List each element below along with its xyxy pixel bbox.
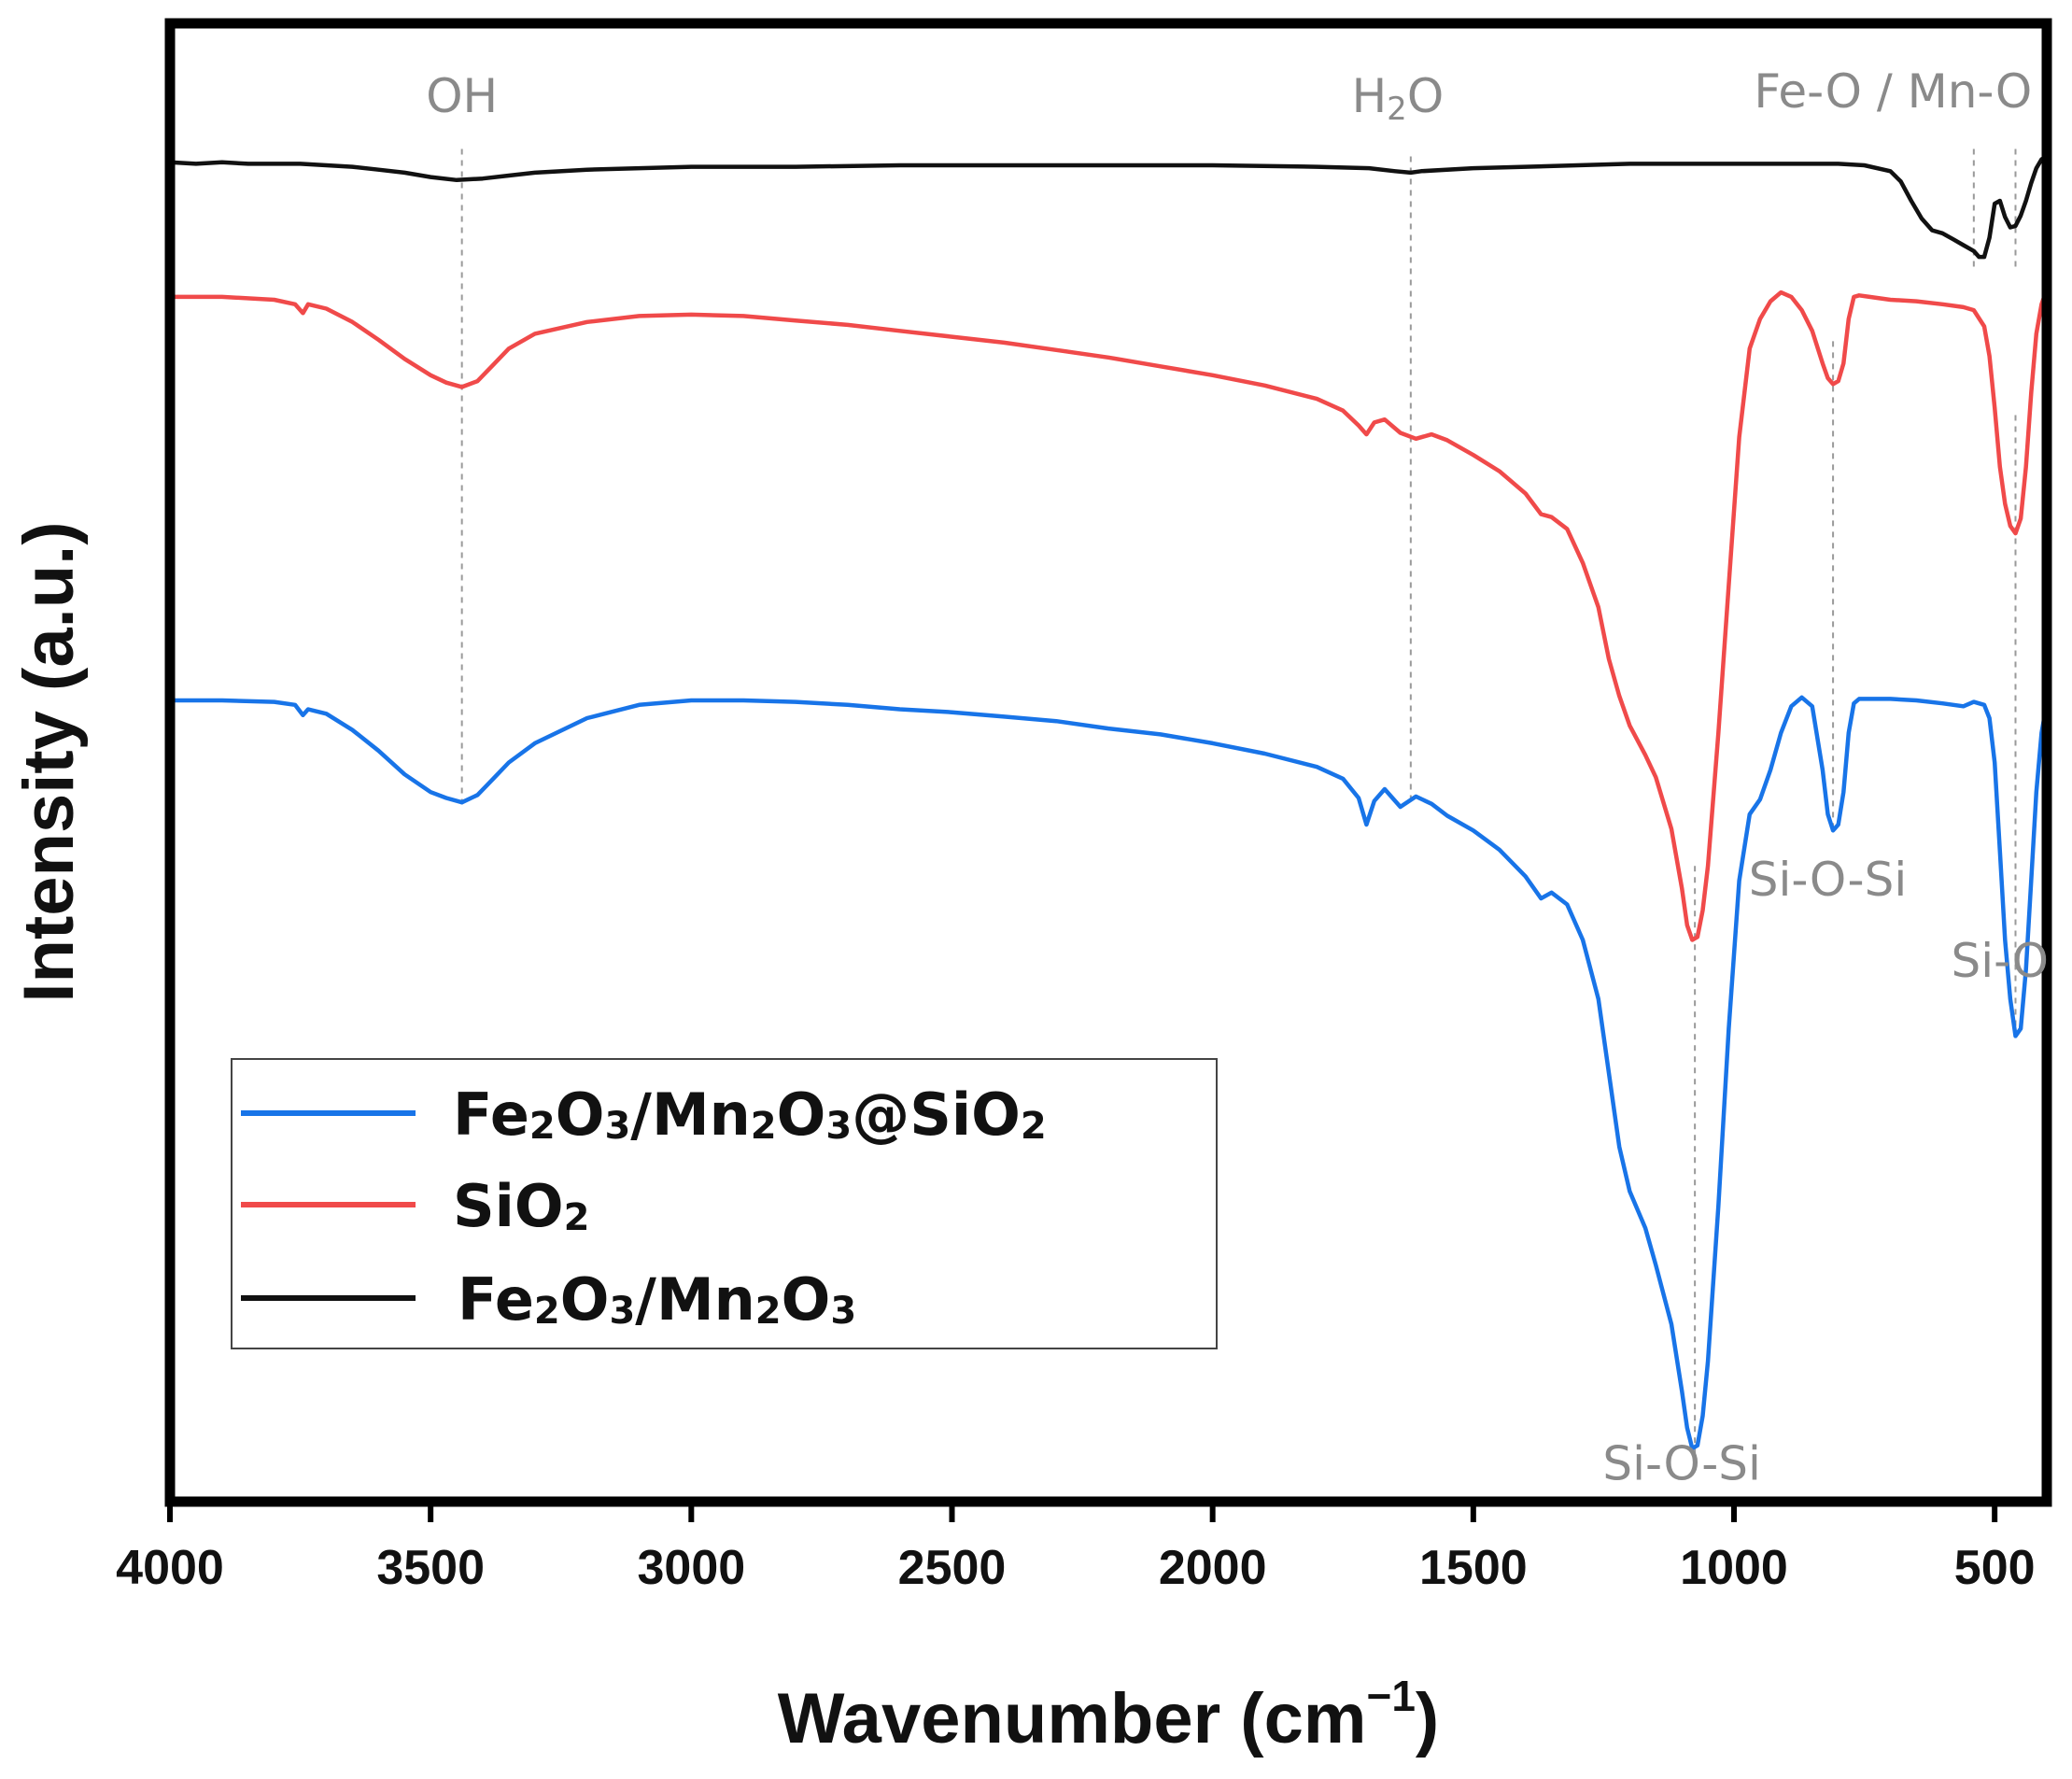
legend-label-0-part-7: 3	[825, 1105, 852, 1148]
legend-label-0-part-1: 2	[529, 1105, 556, 1148]
y-axis-title: Intensity (a.u.)	[9, 521, 89, 1002]
peak-annotation-2-text: Fe-O / Mn-O	[1754, 64, 2032, 119]
legend-label-2-part-2: O	[560, 1265, 610, 1334]
peak-annotation-4: Si-O	[1952, 934, 2049, 988]
x-tick-label-3: 2500	[898, 1541, 1007, 1595]
x-axis-ticks: 4000 3500 3000 2500 2000 1500 1000 500	[116, 1502, 2036, 1595]
x-tick-label-1: 3500	[376, 1541, 485, 1595]
peak-annotation-0-text: OH	[426, 69, 498, 123]
x-axis-title-main: Wavenumber (cm	[778, 1679, 1367, 1758]
legend-label-0-part-0: Fe	[453, 1080, 529, 1149]
x-tick-label-7: 500	[1954, 1541, 2036, 1595]
peak-annotation-1: H2O	[1352, 69, 1445, 128]
series-line-1	[170, 289, 2050, 942]
peak-annotation-3-text: Si-O-Si	[1749, 853, 1907, 907]
series-line-0	[170, 695, 2050, 1451]
x-axis-title-superscript: −1	[1366, 1672, 1415, 1720]
legend-label-2: Fe2O3/Mn2O3	[458, 1265, 856, 1334]
peak-annotation-1-text: H	[1352, 69, 1388, 123]
peak-annotation-5-text: Si-O-Si	[1602, 1436, 1760, 1490]
series-line-2	[169, 154, 2049, 260]
legend-label-0: Fe2O3/Mn2O3@SiO2	[453, 1080, 1047, 1149]
x-tick-label-4: 2000	[1159, 1541, 1267, 1595]
x-tick-label-6: 1000	[1680, 1541, 1788, 1595]
legend-label-1-part-0: SiO	[453, 1172, 564, 1240]
x-tick-label-0: 4000	[116, 1541, 224, 1595]
legend-label-1-part-1: 2	[564, 1196, 590, 1239]
peak-annotation-4-text: Si-O	[1952, 934, 2049, 988]
peak-annotation-2: Fe-O / Mn-O	[1754, 64, 2032, 119]
legend-label-2-part-1: 2	[534, 1290, 560, 1333]
legend-label-0-part-2: O	[556, 1080, 605, 1149]
spectra-series	[169, 154, 2050, 1451]
peak-annotation-1-tail: O	[1407, 69, 1444, 123]
legend-label-0-part-3: 3	[604, 1105, 630, 1148]
legend-label-2-part-4: /Mn	[635, 1265, 754, 1334]
peak-guides	[460, 148, 2017, 1458]
legend: Fe2O3/Mn2O3@SiO2 SiO2 Fe2O3/Mn2O3	[231, 1058, 1218, 1349]
legend-label-2-part-7: 3	[830, 1290, 856, 1333]
x-axis-title-close: )	[1416, 1679, 1439, 1758]
x-tick-label-5: 1500	[1419, 1541, 1528, 1595]
legend-label-0-part-8: @SiO	[852, 1080, 1021, 1149]
legend-label-2-part-0: Fe	[458, 1265, 534, 1334]
peak-annotation-1-sub: 2	[1387, 91, 1407, 128]
legend-label-1: SiO2	[453, 1172, 589, 1240]
legend-label-0-part-6: O	[777, 1080, 826, 1149]
x-tick-label-2: 3000	[637, 1541, 745, 1595]
plot-frame	[164, 18, 2052, 1507]
peak-annotation-0: OH	[426, 69, 498, 123]
legend-label-2-part-6: O	[782, 1265, 831, 1334]
peak-annotation-5: Si-O-Si	[1602, 1436, 1760, 1490]
x-axis-title: Wavenumber (cm−1)	[778, 1672, 1439, 1758]
legend-label-0-part-4: /Mn	[630, 1080, 750, 1149]
legend-label-2-part-3: 3	[609, 1290, 635, 1333]
legend-label-0-part-9: 2	[1021, 1105, 1047, 1148]
peak-annotation-3: Si-O-Si	[1749, 853, 1907, 907]
legend-label-0-part-5: 2	[751, 1105, 777, 1148]
legend-label-2-part-5: 2	[755, 1290, 782, 1333]
